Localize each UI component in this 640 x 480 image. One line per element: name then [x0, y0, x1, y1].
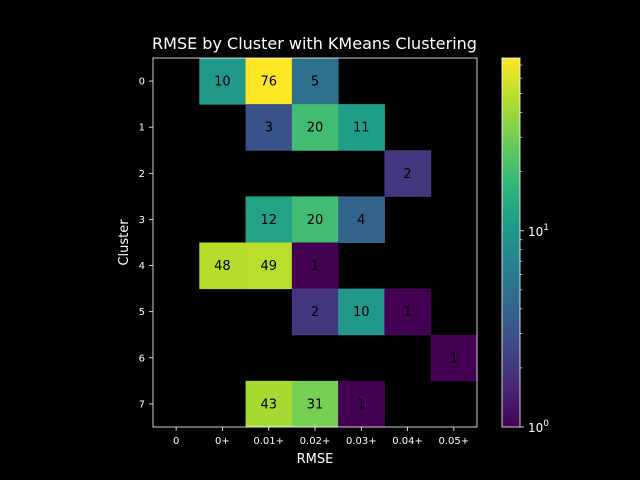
chart-title: RMSE by Cluster with KMeans Clustering — [152, 34, 477, 53]
cell-value-label: 20 — [307, 121, 324, 136]
heatmap-cell — [430, 334, 478, 382]
cell-value-label: 5 — [311, 75, 319, 90]
y-tick-label: 0 — [139, 77, 145, 88]
y-axis-label: Cluster — [117, 219, 132, 266]
heatmap-cell — [384, 150, 432, 197]
x-tick-label: 0.02+ — [300, 436, 331, 447]
cell-value-label: 20 — [307, 213, 324, 228]
heatmap-cell — [245, 196, 293, 243]
heatmap-cell — [291, 242, 339, 290]
heatmap-cell — [291, 288, 339, 336]
x-tick-label: 0 — [173, 436, 179, 447]
cell-value-label: 11 — [353, 121, 370, 136]
y-tick-label: 2 — [139, 169, 145, 180]
heatmap-cell — [199, 242, 247, 290]
cell-value-label: 3 — [265, 121, 273, 136]
cell-value-label: 48 — [214, 259, 231, 274]
heatmap-cell — [291, 380, 339, 428]
heatmap-cell — [338, 196, 385, 243]
x-tick-label: 0.04+ — [392, 436, 423, 447]
heatmap-cell — [338, 288, 385, 336]
colorbar-tick-base: 10 — [528, 421, 543, 435]
x-tick-label: 0.01+ — [253, 436, 284, 447]
cell-value-label: 2 — [311, 305, 319, 320]
colorbar-tick-label: 101 — [528, 223, 549, 239]
heatmap-cell — [291, 196, 339, 243]
y-tick-label: 6 — [139, 353, 145, 364]
cell-value-label: 1 — [450, 351, 458, 366]
cell-value-label: 10 — [353, 305, 370, 320]
colorbar-tick-label: 100 — [528, 419, 549, 435]
cell-value-label: 31 — [307, 397, 324, 412]
heatmap-cell — [199, 58, 247, 105]
cell-value-label: 12 — [260, 213, 277, 228]
y-tick-label: 1 — [139, 123, 145, 134]
cell-value-label: 4 — [357, 213, 365, 228]
heatmap-cell — [384, 288, 432, 336]
heatmap-cell — [245, 380, 293, 428]
cell-value-label: 1 — [357, 397, 365, 412]
cell-value-label: 43 — [260, 397, 277, 412]
y-tick-label: 3 — [139, 215, 145, 226]
cell-value-label: 76 — [260, 75, 277, 90]
x-axis-ticks: 0 0+ 0.01+ 0.02+ 0.03+ 0.04+ 0.05+ — [173, 427, 469, 447]
x-tick-label: 0.03+ — [346, 436, 377, 447]
colorbar-tick-base: 10 — [528, 225, 543, 239]
heatmap-cell — [245, 104, 293, 151]
x-tick-label: 0.05+ — [439, 436, 470, 447]
cell-value-label: 1 — [311, 259, 319, 274]
colorbar-gradient — [502, 58, 520, 427]
colorbar-tick-exponent: 1 — [543, 223, 549, 233]
heatmap-cell — [245, 242, 293, 290]
x-tick-label: 0+ — [215, 436, 230, 447]
y-axis-ticks: 0 1 2 3 4 5 6 7 — [139, 77, 153, 410]
x-axis-label: RMSE — [297, 452, 334, 467]
colorbar-frame — [501, 57, 521, 428]
cell-value-label: 2 — [403, 167, 411, 182]
heatmap-cell — [338, 104, 385, 151]
cell-value-label: 1 — [403, 305, 411, 320]
y-tick-label: 5 — [139, 307, 145, 318]
heatmap-cell — [291, 58, 339, 105]
heatmap-cell — [338, 380, 385, 428]
y-tick-label: 7 — [139, 399, 145, 410]
y-tick-label: 4 — [139, 261, 145, 272]
cell-value-label: 10 — [214, 75, 231, 90]
heatmap-cell — [291, 104, 339, 151]
heatmap-cell — [245, 58, 293, 105]
cell-value-label: 49 — [260, 259, 277, 274]
colorbar-tick-exponent: 0 — [543, 419, 549, 429]
